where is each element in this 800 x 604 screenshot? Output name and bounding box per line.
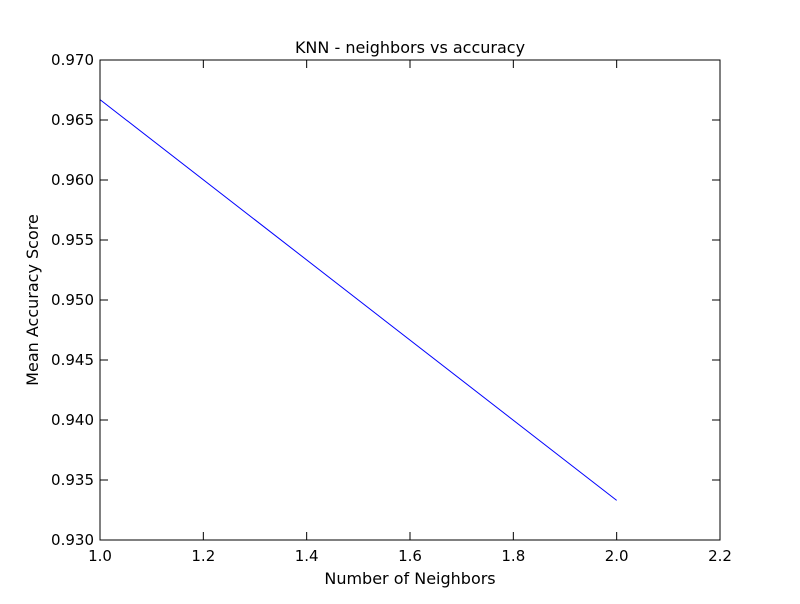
y-tick-label: 0.965 bbox=[51, 111, 94, 129]
x-tick-label: 1.6 bbox=[398, 547, 422, 565]
y-axis-label: Mean Accuracy Score bbox=[23, 214, 42, 386]
x-tick-label: 1.4 bbox=[295, 547, 319, 565]
y-tick-label: 0.935 bbox=[51, 471, 94, 489]
y-tick-label: 0.960 bbox=[51, 171, 94, 189]
plot-frame bbox=[99, 59, 721, 541]
y-tick-label: 0.955 bbox=[51, 231, 94, 249]
chart-title: KNN - neighbors vs accuracy bbox=[295, 38, 525, 57]
y-tick-label: 0.950 bbox=[51, 291, 94, 309]
series-line bbox=[99, 99, 617, 501]
x-tick-label: 2.0 bbox=[605, 547, 629, 565]
y-tick-label: 0.945 bbox=[51, 351, 94, 369]
x-axis-label: Number of Neighbors bbox=[324, 569, 495, 588]
y-tick-label: 0.930 bbox=[51, 531, 94, 549]
y-tick-label: 0.940 bbox=[51, 411, 94, 429]
y-tick-label: 0.970 bbox=[51, 51, 94, 69]
x-tick-label: 1.0 bbox=[88, 547, 112, 565]
x-tick-label: 1.2 bbox=[191, 547, 215, 565]
x-tick-label: 1.8 bbox=[501, 547, 525, 565]
x-tick-label: 2.2 bbox=[708, 547, 732, 565]
